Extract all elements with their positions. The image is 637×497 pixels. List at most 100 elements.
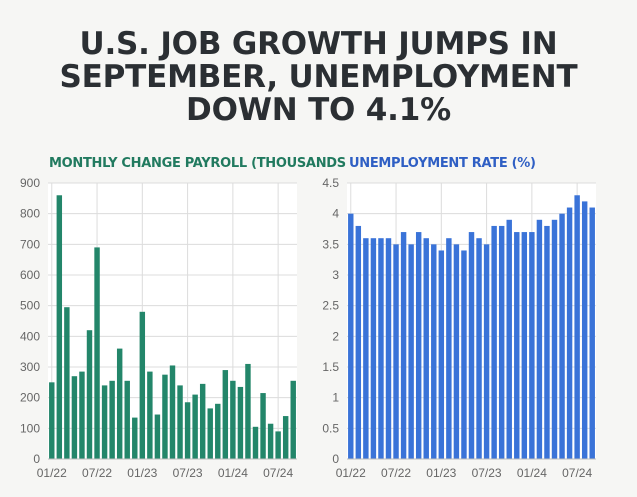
unemployment-y-tick-label: 2.5 (322, 299, 339, 313)
unemployment-bar (536, 219, 543, 459)
unemployment-bar (544, 225, 550, 459)
payroll-bar (177, 385, 183, 459)
payroll-bar (169, 365, 176, 459)
payroll-bar (215, 403, 221, 459)
payroll-y-tick-label: 600 (20, 268, 40, 282)
unemployment-y-tick-label: 0 (332, 452, 339, 466)
unemployment-chart: 0 0.5 1 1.5 2 2.5 3 3.5 4 4.5 01/22 07/22 01/23 07/23… (322, 176, 596, 480)
payroll-bar (101, 385, 108, 459)
payroll-chart: 0 100 200 300 400 500 600 700 800 900 01/22 07/22 01… (20, 176, 297, 480)
unemployment-x-tick-label: 01/22 (336, 466, 366, 480)
payroll-bar (162, 374, 168, 459)
unemployment-bar (370, 238, 377, 459)
payroll-bar (199, 383, 206, 459)
payroll-bar (207, 408, 213, 459)
unemployment-bar (408, 244, 414, 459)
payroll-x-tick-label: 01/22 (37, 466, 67, 480)
payroll-bar (64, 307, 70, 459)
payroll-x-tick-label: 01/24 (218, 466, 248, 480)
payroll-bar (282, 416, 289, 459)
unemployment-bar (551, 219, 558, 459)
payroll-bar (154, 414, 161, 459)
unemployment-chart-title: UNEMPLOYMENT RATE (%) (349, 156, 536, 171)
payroll-bar (79, 371, 85, 459)
payroll-bar (237, 386, 244, 459)
payroll-bar (252, 426, 259, 459)
unemployment-bar (559, 213, 565, 459)
unemployment-y-tick-label: 4.5 (322, 176, 339, 190)
unemployment-bar (468, 232, 475, 459)
unemployment-x-tick-label: 07/24 (562, 466, 592, 480)
payroll-x-tick-label: 07/24 (263, 466, 293, 480)
payroll-y-tick-label: 400 (20, 329, 40, 343)
page-title: U.S. JOB GROWTH JUMPS IN SEPTEMBER, UNEM… (59, 26, 578, 128)
payroll-bar (290, 380, 296, 459)
unemployment-x-tick-label: 01/24 (517, 466, 547, 480)
unemployment-bar (415, 232, 422, 459)
payroll-bar (275, 431, 281, 459)
payroll-bar (184, 402, 191, 459)
unemployment-bar (589, 207, 595, 459)
payroll-bar (267, 423, 274, 459)
payroll-bar (49, 382, 55, 459)
payroll-y-tick-label: 800 (20, 207, 40, 221)
unemployment-bar (529, 232, 535, 459)
payroll-x-tick-label: 07/22 (82, 466, 112, 480)
unemployment-bar (385, 238, 392, 459)
payroll-bar (56, 195, 63, 459)
payroll-bar (132, 417, 138, 459)
unemployment-bar (446, 238, 452, 459)
payroll-y-tick-label: 900 (20, 176, 40, 190)
unemployment-y-tick-label: 4 (332, 207, 339, 221)
unemployment-y-tick-label: 3 (332, 268, 339, 282)
unemployment-bar (423, 238, 429, 459)
unemployment-x-tick-label: 07/22 (381, 466, 411, 480)
unemployment-bar (363, 238, 369, 459)
payroll-y-tick-label: 100 (20, 421, 40, 435)
payroll-bar (260, 393, 266, 459)
unemployment-x-tick-label: 07/23 (472, 466, 502, 480)
unemployment-bar (514, 232, 520, 459)
unemployment-bar (400, 232, 407, 459)
unemployment-bar (438, 250, 445, 459)
unemployment-bar (461, 250, 467, 459)
unemployment-bar (483, 244, 490, 459)
unemployment-bar (393, 244, 399, 459)
payroll-bar (71, 376, 78, 459)
payroll-bar (124, 380, 130, 459)
unemployment-bar (453, 244, 460, 459)
payroll-y-tick-label: 700 (20, 237, 40, 251)
unemployment-bar (574, 195, 580, 459)
unemployment-y-tick-label: 1 (332, 391, 339, 405)
unemployment-bar (498, 225, 505, 459)
payroll-bar (109, 380, 115, 459)
unemployment-y-tick-label: 1.5 (322, 360, 339, 374)
payroll-chart-title: MONTHLY CHANGE PAYROLL (THOUSANDS (49, 156, 346, 171)
unemployment-bar (355, 225, 362, 459)
unemployment-y-tick-label: 2 (332, 329, 339, 343)
payroll-y-tick-label: 300 (20, 360, 40, 374)
payroll-y-tick-label: 0 (33, 452, 40, 466)
unemployment-bar (566, 207, 573, 459)
unemployment-bar (521, 232, 528, 459)
payroll-y-tick-label: 500 (20, 299, 40, 313)
payroll-bar (230, 380, 236, 459)
unemployment-bar (581, 201, 588, 459)
payroll-bar (139, 311, 146, 459)
unemployment-bar (431, 244, 437, 459)
payroll-bar (94, 247, 100, 459)
payroll-x-tick-label: 07/23 (173, 466, 203, 480)
payroll-x-tick-label: 01/23 (127, 466, 157, 480)
unemployment-bar (506, 219, 512, 459)
payroll-bar (222, 370, 229, 459)
payroll-y-tick-label: 200 (20, 391, 40, 405)
payroll-bar (86, 330, 93, 459)
unemployment-y-tick-label: 3.5 (322, 237, 339, 251)
unemployment-x-tick-label: 01/23 (426, 466, 456, 480)
payroll-bar (116, 348, 123, 459)
unemployment-bar (491, 225, 497, 459)
unemployment-bar (348, 213, 354, 459)
payroll-bar (192, 394, 198, 459)
payroll-bar (147, 371, 153, 459)
unemployment-y-tick-label: 0.5 (322, 421, 339, 435)
